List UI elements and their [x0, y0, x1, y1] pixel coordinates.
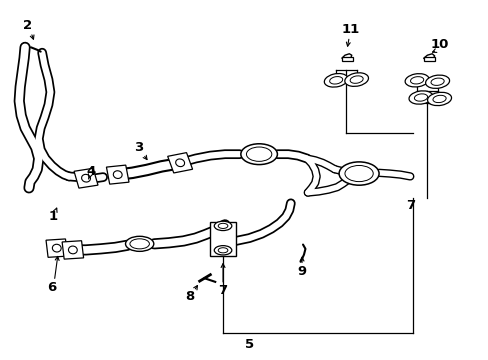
- Bar: [423, 57, 434, 61]
- Bar: [341, 57, 352, 61]
- Bar: [167, 153, 192, 173]
- Text: 6: 6: [47, 281, 57, 294]
- Text: 2: 2: [23, 19, 32, 32]
- Text: 1: 1: [49, 210, 58, 223]
- Ellipse shape: [214, 221, 231, 230]
- Bar: [46, 239, 67, 257]
- Ellipse shape: [404, 74, 428, 87]
- Text: 10: 10: [429, 38, 448, 51]
- Bar: [210, 222, 235, 256]
- Text: 5: 5: [244, 338, 253, 351]
- Bar: [106, 165, 129, 184]
- Ellipse shape: [427, 92, 450, 105]
- Text: 7: 7: [218, 284, 227, 297]
- Bar: [62, 241, 83, 259]
- Ellipse shape: [408, 91, 432, 104]
- Ellipse shape: [241, 144, 277, 165]
- Text: 3: 3: [133, 141, 142, 154]
- Text: 9: 9: [297, 265, 306, 278]
- Text: 11: 11: [341, 23, 359, 36]
- Text: 7: 7: [405, 199, 414, 212]
- Text: 8: 8: [185, 290, 194, 303]
- Ellipse shape: [214, 246, 231, 255]
- Ellipse shape: [324, 73, 347, 87]
- Ellipse shape: [344, 73, 368, 86]
- Polygon shape: [423, 54, 434, 61]
- Bar: [74, 168, 98, 188]
- Ellipse shape: [338, 162, 378, 185]
- Ellipse shape: [425, 75, 448, 89]
- Polygon shape: [341, 54, 351, 59]
- Text: 4: 4: [86, 165, 95, 178]
- Ellipse shape: [125, 236, 154, 251]
